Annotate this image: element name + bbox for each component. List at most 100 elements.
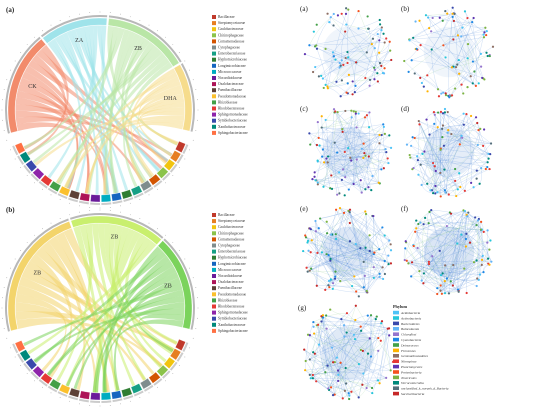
network-edge bbox=[327, 80, 342, 89]
family-track bbox=[12, 343, 19, 354]
network-edge bbox=[417, 159, 488, 164]
network-node bbox=[367, 27, 370, 30]
network-edge bbox=[341, 31, 346, 61]
tick-mark bbox=[178, 250, 180, 251]
network-edge bbox=[369, 112, 380, 144]
network-node bbox=[320, 74, 323, 77]
network-edge bbox=[340, 27, 382, 66]
network-edge bbox=[342, 377, 387, 399]
tick-mark bbox=[3, 328, 5, 329]
network-edge bbox=[321, 116, 331, 189]
network-edge bbox=[422, 122, 478, 155]
network-edge bbox=[466, 233, 490, 265]
tick-mark bbox=[184, 356, 186, 358]
family-arc bbox=[156, 364, 169, 377]
legend-item: Oxalobacteraceae bbox=[218, 82, 244, 86]
network-edge bbox=[443, 27, 486, 46]
network-edge bbox=[309, 45, 357, 63]
network-node bbox=[340, 59, 343, 62]
network-edge bbox=[457, 279, 479, 290]
network-edge bbox=[353, 159, 358, 185]
network-node bbox=[344, 176, 347, 179]
network-node bbox=[325, 157, 328, 160]
network-node bbox=[348, 221, 351, 225]
tick-mark bbox=[69, 214, 71, 216]
network-edge bbox=[365, 124, 384, 156]
network-node bbox=[362, 142, 365, 145]
network-node bbox=[350, 390, 353, 393]
network-node bbox=[449, 212, 453, 215]
network-node bbox=[420, 279, 423, 282]
chord-ribbon bbox=[27, 240, 157, 355]
network-edge bbox=[309, 235, 370, 271]
network-edge bbox=[356, 59, 392, 63]
network-edge bbox=[457, 221, 482, 244]
network-node bbox=[491, 45, 495, 48]
network-edge bbox=[347, 72, 383, 94]
network-edge bbox=[442, 264, 482, 274]
network-node bbox=[331, 287, 334, 290]
network-node bbox=[405, 143, 409, 146]
network-node bbox=[441, 124, 445, 127]
network-edge bbox=[435, 184, 461, 188]
legend-item: Bacillaceae bbox=[218, 15, 235, 19]
legend-swatch bbox=[212, 82, 216, 87]
network-node bbox=[353, 275, 356, 278]
network-edge bbox=[332, 215, 374, 289]
network-edge bbox=[325, 119, 385, 134]
tick-mark bbox=[79, 205, 80, 207]
phylum-swatch bbox=[393, 327, 399, 331]
network-node bbox=[329, 233, 332, 236]
network-edge bbox=[316, 379, 379, 382]
family-track bbox=[90, 202, 100, 205]
network-edge bbox=[321, 24, 381, 76]
network-edge bbox=[309, 316, 377, 360]
tick-mark bbox=[69, 400, 71, 402]
network-node bbox=[327, 254, 330, 257]
network-node bbox=[357, 112, 360, 115]
legend-item: Xanthobacteraceae bbox=[218, 323, 246, 327]
network-node bbox=[380, 320, 384, 323]
legend-item: Enterobacteriaceae bbox=[218, 250, 246, 254]
network-node bbox=[482, 230, 485, 234]
network-node bbox=[304, 359, 307, 363]
network-edge bbox=[348, 210, 380, 250]
network-node bbox=[336, 193, 339, 196]
network-node bbox=[317, 343, 321, 346]
network-node bbox=[389, 369, 392, 372]
network-edge bbox=[327, 135, 390, 163]
network-node bbox=[454, 87, 457, 90]
network-edge bbox=[328, 328, 388, 389]
network-edge bbox=[422, 153, 488, 163]
network-node bbox=[412, 36, 415, 39]
tick-mark bbox=[157, 30, 158, 32]
network-edge bbox=[304, 349, 359, 398]
network-node bbox=[368, 249, 371, 253]
network-edge bbox=[318, 317, 323, 345]
network-edge bbox=[404, 228, 417, 261]
legend-item: Cytophagaceae bbox=[218, 244, 240, 248]
network-edge bbox=[317, 160, 366, 190]
network-node bbox=[480, 220, 483, 223]
network-edge bbox=[417, 124, 420, 161]
family-arc bbox=[169, 150, 182, 163]
tick-mark bbox=[157, 228, 158, 230]
network-edge bbox=[419, 20, 446, 58]
network-node bbox=[463, 209, 467, 213]
chord-segment-label: ZB bbox=[33, 271, 41, 277]
tick-mark bbox=[69, 202, 71, 204]
network-edge bbox=[309, 17, 331, 46]
network-node bbox=[357, 27, 360, 30]
network-node bbox=[359, 348, 362, 352]
network-node bbox=[325, 232, 329, 235]
network-edge bbox=[461, 234, 490, 265]
legend-swatch bbox=[212, 21, 216, 26]
tick-mark bbox=[109, 207, 111, 208]
network-node bbox=[309, 377, 312, 380]
network-node bbox=[416, 158, 419, 162]
network-edge bbox=[421, 223, 429, 281]
network-edge bbox=[458, 260, 477, 292]
legend-swatch bbox=[212, 286, 216, 291]
network-edge bbox=[440, 166, 488, 197]
network-node bbox=[316, 251, 319, 254]
